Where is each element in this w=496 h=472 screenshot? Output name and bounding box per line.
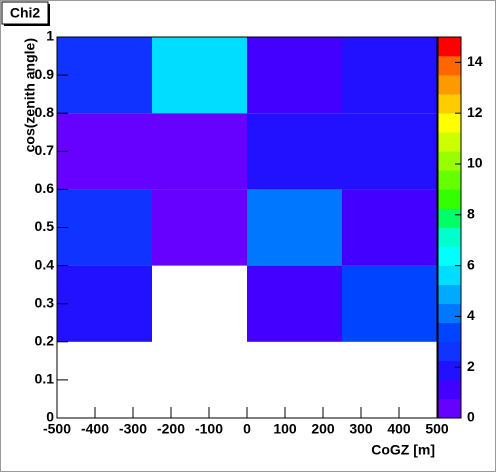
- heat-cell: [57, 113, 152, 190]
- y-tick-label: 0.7: [35, 142, 55, 158]
- z-tick-label: 6: [467, 256, 475, 272]
- y-tick-label: 0.6: [35, 180, 55, 196]
- heat-cell: [247, 37, 342, 114]
- x-tick-label: -400: [81, 421, 109, 437]
- palette-box: [438, 170, 461, 190]
- heat-cell: [247, 113, 342, 190]
- heat-cell: [57, 37, 152, 114]
- palette-box: [438, 284, 461, 304]
- x-tick-label: 200: [311, 421, 335, 437]
- z-tick-label: 12: [467, 104, 483, 120]
- heat-cell: [342, 189, 437, 266]
- palette-box: [438, 94, 461, 114]
- heat-cell: [152, 189, 247, 266]
- y-tick-label: 0.4: [35, 256, 55, 272]
- palette-box: [438, 113, 461, 133]
- heat-cell: [342, 113, 437, 190]
- heat-cell: [342, 265, 437, 342]
- palette-box: [438, 341, 461, 362]
- palette-box: [438, 265, 461, 285]
- x-axis-title: CoGZ [m]: [371, 442, 435, 458]
- palette-box: [438, 246, 461, 266]
- heat-cell: [247, 189, 342, 266]
- heat-cell: [247, 265, 342, 342]
- heat-cell: [57, 189, 152, 266]
- heat-cell: [152, 113, 247, 190]
- y-tick-label: 0.1: [35, 371, 55, 387]
- heat-cell: [57, 265, 152, 342]
- x-tick-label: 100: [273, 421, 297, 437]
- palette-box: [438, 151, 461, 171]
- heat-cell: [152, 37, 247, 114]
- z-tick-label: 8: [467, 206, 475, 222]
- palette-box: [438, 189, 461, 209]
- palette-box: [438, 56, 461, 76]
- palette-frame: [437, 36, 462, 419]
- x-tick-label: 400: [387, 421, 411, 437]
- palette-box: [438, 303, 461, 324]
- z-tick-label: 0: [467, 409, 475, 425]
- z-tick-label: 10: [467, 155, 483, 171]
- y-tick-label: 0.5: [35, 218, 55, 234]
- y-axis-title: cos(zenith angle): [22, 38, 38, 152]
- y-tick-label: 0.2: [35, 333, 55, 349]
- title-box: [1, 1, 49, 25]
- z-tick-label: 4: [467, 307, 475, 323]
- x-tick-label: -300: [119, 421, 147, 437]
- x-tick-label: 500: [425, 421, 449, 437]
- x-tick-label: 0: [243, 421, 251, 437]
- y-tick-label: 0.9: [35, 66, 55, 82]
- palette-box: [438, 75, 461, 95]
- palette-box: [438, 398, 461, 419]
- palette-box: [438, 322, 461, 343]
- palette-box: [438, 132, 461, 152]
- y-tick-label: 0: [46, 409, 54, 425]
- x-tick-label: -200: [157, 421, 185, 437]
- x-tick-label: -100: [195, 421, 223, 437]
- palette-box: [438, 360, 461, 381]
- z-tick-label: 14: [467, 53, 483, 69]
- chart-title: Chi2: [10, 5, 41, 21]
- x-tick-label: -500: [43, 421, 71, 437]
- x-tick-label: 300: [349, 421, 373, 437]
- heat-cell: [342, 37, 437, 114]
- palette-box: [438, 379, 461, 400]
- y-tick-label: 1: [46, 28, 54, 44]
- y-tick-label: 0.8: [35, 104, 55, 120]
- palette-box: [438, 227, 461, 247]
- y-tick-label: 0.3: [35, 294, 55, 310]
- z-tick-label: 2: [467, 358, 475, 374]
- palette-box: [438, 208, 461, 228]
- palette-box: [438, 37, 461, 57]
